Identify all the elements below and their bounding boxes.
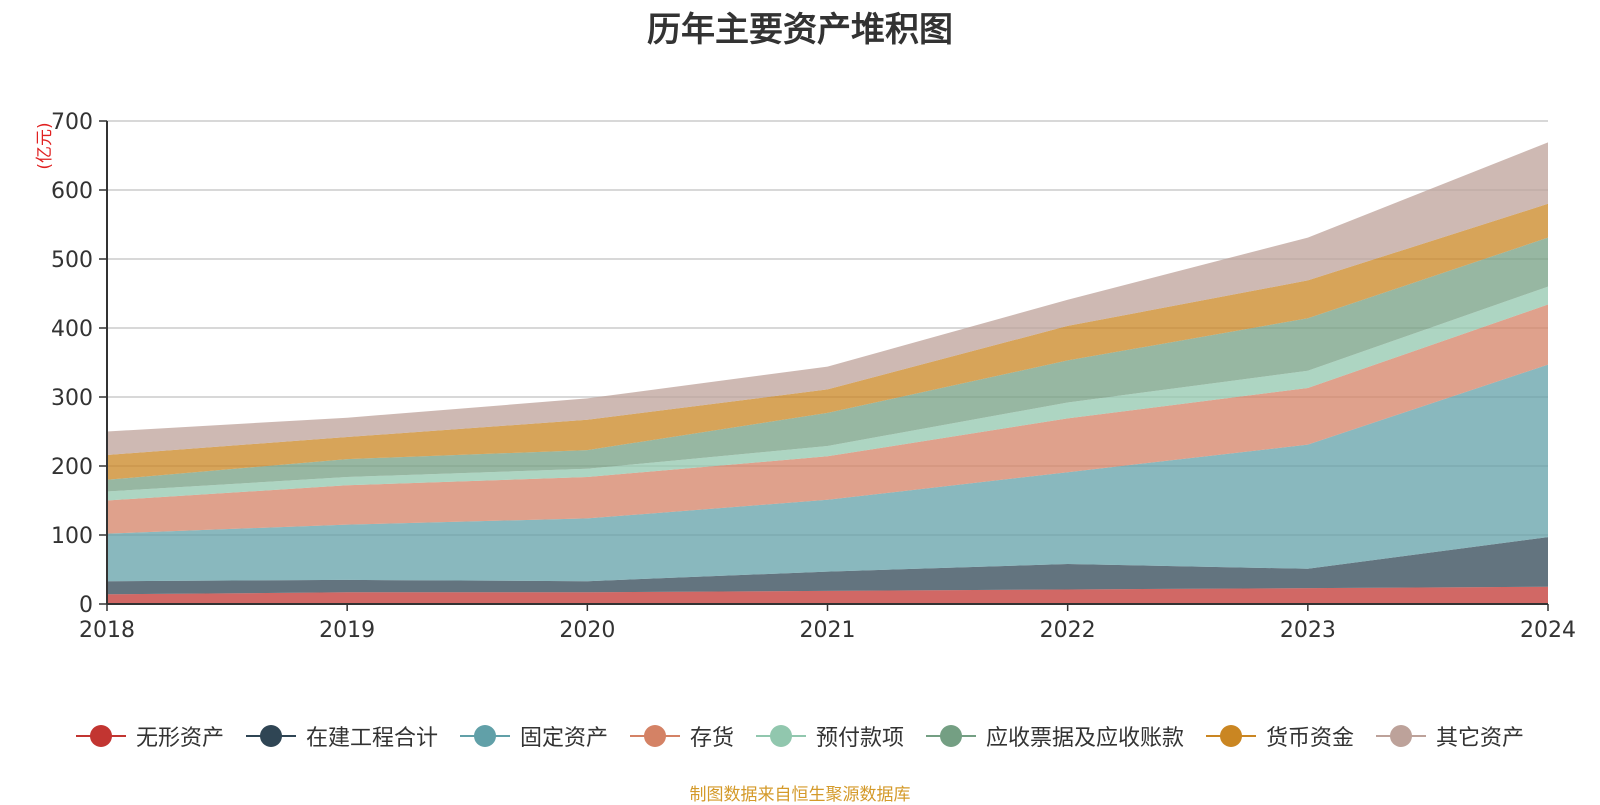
y-tick-label: 700 xyxy=(51,110,93,135)
legend-label: 其它资产 xyxy=(1436,726,1525,751)
legend-item[interactable]: 货币资金 xyxy=(1206,720,1354,752)
legend-marker-icon xyxy=(926,723,977,749)
area-series-0 xyxy=(107,586,1548,604)
data-source-note: 制图数据来自恒生聚源数据库 xyxy=(689,785,911,805)
y-tick-label: 400 xyxy=(51,317,93,342)
area-series-1 xyxy=(107,537,1548,595)
legend-label: 在建工程合计 xyxy=(305,726,438,751)
x-tick-label: 2019 xyxy=(319,618,375,643)
legend-label: 货币资金 xyxy=(1266,726,1355,751)
area-series-4 xyxy=(107,286,1548,501)
legend-marker-icon xyxy=(245,723,296,749)
x-tick-label: 2022 xyxy=(1040,618,1096,643)
legend-marker-icon xyxy=(459,723,510,749)
x-tick-label: 2021 xyxy=(800,618,856,643)
legend-item[interactable]: 其它资产 xyxy=(1376,720,1524,752)
y-tick-label: 200 xyxy=(51,455,93,480)
legend-item[interactable]: 在建工程合计 xyxy=(245,720,438,752)
area-series-7 xyxy=(107,142,1548,455)
area-series-6 xyxy=(107,203,1548,480)
chart-title: 历年主要资产堆积图 xyxy=(647,10,953,50)
stacked-area-chart: 0 100 200 300 400 500 600 700(亿元) 2018 2019 2020 20… xyxy=(35,110,1576,643)
x-tick-label: 2018 xyxy=(79,618,135,643)
area-series-5 xyxy=(107,237,1548,492)
legend-marker-icon xyxy=(756,723,806,749)
y-tick-label: 600 xyxy=(51,179,93,204)
legend-marker-icon xyxy=(629,723,680,749)
area-series-2 xyxy=(107,364,1548,582)
y-tick-label: 500 xyxy=(51,248,93,273)
legend-item[interactable]: 固定资产 xyxy=(459,720,608,752)
legend-label: 存货 xyxy=(689,726,734,751)
x-tick-label: 2024 xyxy=(1520,618,1576,643)
legend-item[interactable]: 无形资产 xyxy=(75,720,224,752)
x-tick-label: 2020 xyxy=(559,618,615,643)
legend-marker-icon xyxy=(75,723,126,749)
y-tick-label: 100 xyxy=(51,524,93,549)
legend-item[interactable]: 存货 xyxy=(629,720,734,752)
x-tick-label: 2023 xyxy=(1280,618,1336,643)
legend-item[interactable]: 应收票据及应收账款 xyxy=(926,720,1184,752)
area-series-3 xyxy=(107,304,1548,534)
legend-marker-icon xyxy=(1376,723,1427,749)
legend-marker-icon xyxy=(1206,723,1257,749)
legend-item[interactable]: 预付款项 xyxy=(756,720,904,752)
y-tick-label: 300 xyxy=(51,386,93,411)
legend-label: 预付款项 xyxy=(816,726,905,751)
legend-label: 无形资产 xyxy=(135,726,224,751)
y-axis-label: (亿元) xyxy=(35,122,55,169)
chart-legend: 无形资产 在建工程合计 固定资产 存货 预付款项 应收票据及应收账款 货币资金 其它资产 xyxy=(0,718,1600,754)
legend-label: 固定资产 xyxy=(519,726,608,751)
legend-label: 应收票据及应收账款 xyxy=(986,726,1185,751)
y-tick-label: 0 xyxy=(79,593,93,618)
